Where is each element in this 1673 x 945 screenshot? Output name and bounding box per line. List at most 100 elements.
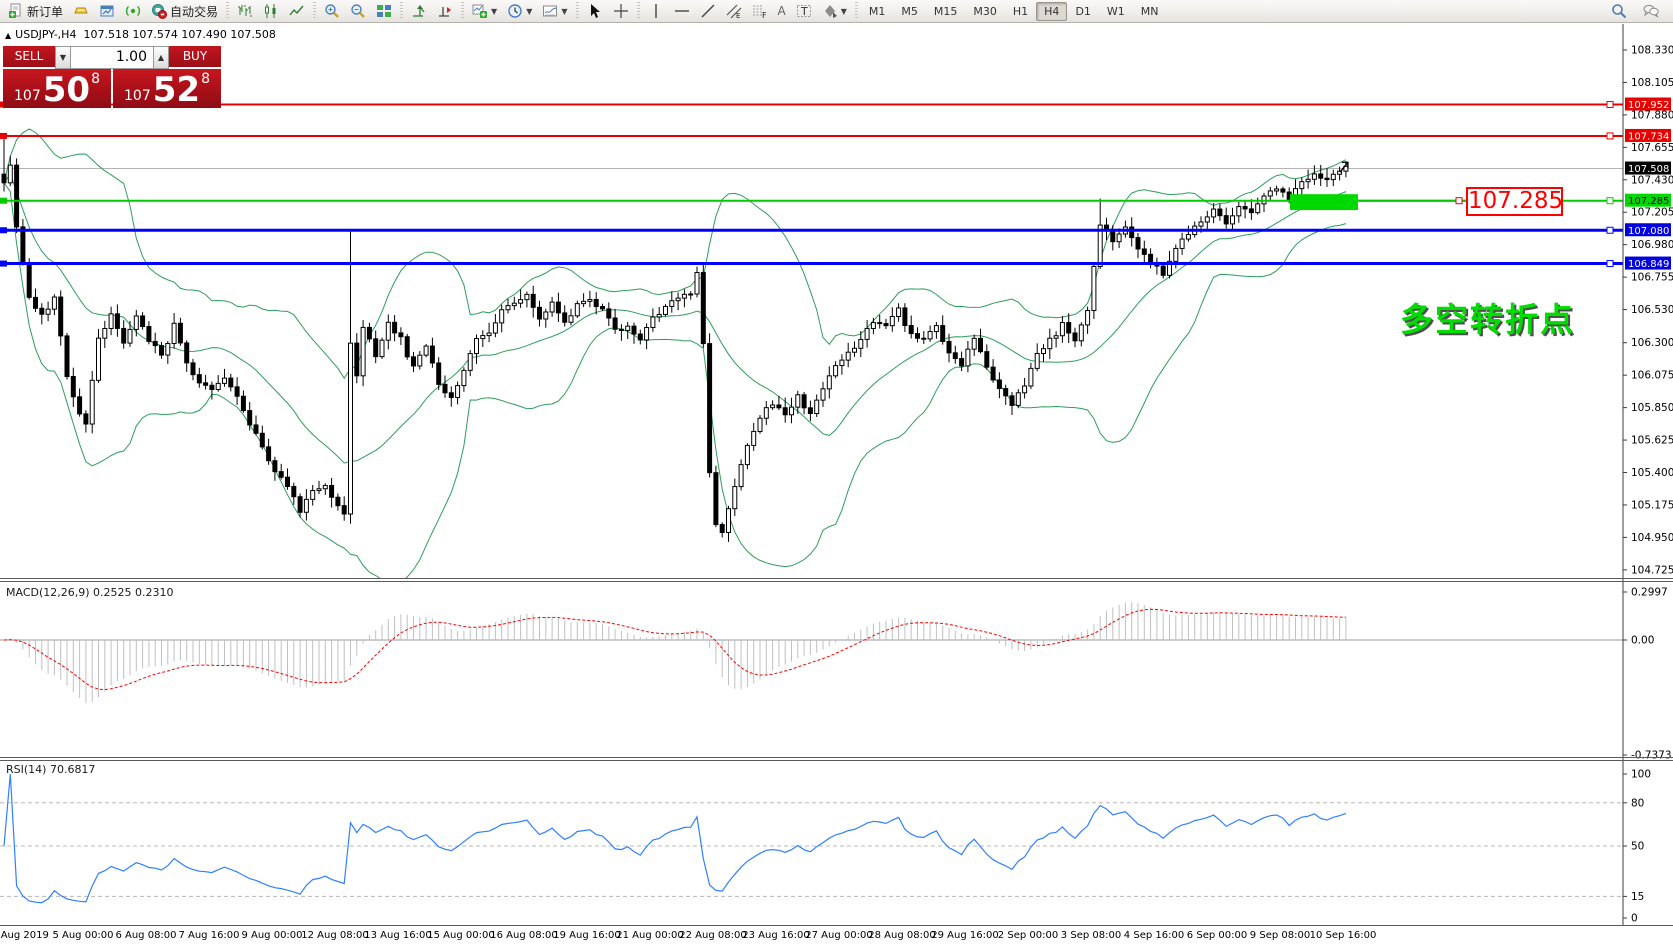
buy-button[interactable]: BUY (169, 46, 221, 69)
one-click-trading-panel: SELL ▼ 1.00 ▲ BUY 107 50 8 107 52 8 (3, 46, 221, 108)
templates-button[interactable]: ▼ (537, 1, 572, 21)
search-button[interactable] (1606, 1, 1632, 21)
time-tick-label: 1 Aug 2019 (0, 930, 49, 941)
toolbar-separator (853, 2, 859, 20)
dropdown-arrow-icon: ▼ (526, 6, 533, 16)
sell-price-big: 50 (42, 70, 91, 110)
sell-button[interactable]: SELL (3, 46, 55, 69)
svg-text:107.655: 107.655 (1631, 142, 1673, 154)
hline-handle (1606, 226, 1614, 234)
label-tool-button[interactable]: T (791, 1, 817, 21)
rsi-line (3, 773, 1347, 904)
hline-handle (0, 197, 7, 204)
zoom-out-button[interactable] (345, 1, 371, 21)
time-tick-label: 3 Sep 08:00 (1060, 930, 1122, 941)
auto-scroll-button[interactable] (406, 1, 432, 21)
sell-price[interactable]: 107 50 8 (3, 69, 111, 108)
candlestick-series (1, 137, 1349, 542)
indicators-button[interactable]: ▼ (467, 1, 502, 21)
hline-handle (0, 132, 7, 139)
signals-button[interactable] (120, 1, 146, 21)
text-tool-button[interactable]: A (773, 1, 791, 21)
candlestick-chart-button[interactable] (258, 1, 284, 21)
line-chart-button[interactable] (284, 1, 310, 21)
hline-handle (0, 260, 7, 267)
hline-handle (1606, 260, 1614, 268)
zoom-in-button[interactable] (319, 1, 345, 21)
candlestick-icon (263, 3, 279, 19)
shapes-icon (822, 3, 838, 19)
time-tick-label: 23 Aug 16:00 (742, 930, 810, 941)
time-tick-label: 16 Aug 08:00 (490, 930, 558, 941)
template-icon (542, 3, 558, 19)
time-tick-label: 2 Sep 00:00 (997, 930, 1059, 941)
chart-symbol-period: USDJPY-,H4 (15, 28, 77, 41)
market-watch-button[interactable] (94, 1, 120, 21)
tile-windows-button[interactable] (371, 1, 397, 21)
svg-text:80: 80 (1631, 797, 1644, 809)
autotrading-button[interactable]: 自动交易 (146, 1, 223, 21)
channel-tool-button[interactable]: E (721, 1, 747, 21)
highlight-zone (1290, 194, 1358, 211)
buy-price-prefix: 107 (124, 88, 151, 104)
crosshair-tool-button[interactable] (608, 1, 634, 21)
price-axis: 108.330 108.105 107.880 107.655 107.430 107.2… (1622, 24, 1673, 925)
svg-text:50: 50 (1631, 841, 1644, 853)
buy-price-big: 52 (152, 70, 201, 110)
timeframe-h1[interactable]: H1 (1012, 4, 1029, 18)
vertical-line-tool-button[interactable] (643, 1, 669, 21)
new-order-label: 新订单 (27, 4, 64, 19)
volume-increase-button[interactable]: ▲ (153, 46, 169, 69)
svg-text:105.400: 105.400 (1631, 467, 1673, 479)
timeframe-mn[interactable]: MN (1140, 4, 1159, 18)
svg-text:-0.7373: -0.7373 (1631, 750, 1672, 762)
new-order-button[interactable]: 新订单 (3, 1, 68, 21)
time-tick-label: 4 Sep 16:00 (1123, 930, 1185, 941)
arrow-marker (1339, 161, 1349, 173)
timeframe-m30[interactable]: M30 (973, 4, 997, 18)
market-watch-icon (99, 3, 115, 19)
bar-chart-button[interactable] (232, 1, 258, 21)
time-tick-label: 29 Aug 16:00 (931, 930, 999, 941)
price-callout-box[interactable]: 107.285 (1466, 187, 1564, 216)
timeframe-m1[interactable]: M1 (868, 4, 886, 18)
crosshair-icon (613, 3, 629, 19)
bollinger-middle-band (3, 172, 1347, 464)
fibonacci-tool-button[interactable]: F (747, 1, 773, 21)
new-order-icon (8, 3, 24, 19)
svg-text:0.00: 0.00 (1631, 635, 1654, 647)
shapes-tool-button[interactable]: ▼ (817, 1, 852, 21)
horizontal-line-tool-button[interactable] (669, 1, 695, 21)
svg-text:105.175: 105.175 (1631, 499, 1673, 511)
periods-button[interactable]: ▼ (502, 1, 537, 21)
collapse-triangle-icon: ▲ (5, 31, 12, 40)
timeframe-m15[interactable]: M15 (933, 4, 958, 18)
time-tick-label: 9 Sep 08:00 (1249, 930, 1311, 941)
timeframe-m5[interactable]: M5 (901, 4, 918, 18)
dropdown-arrow-icon: ▼ (840, 6, 847, 16)
gold-button[interactable] (68, 1, 94, 21)
svg-text:104.725: 104.725 (1631, 564, 1673, 576)
time-tick-label: 7 Aug 16:00 (178, 930, 240, 941)
svg-text:107.080: 107.080 (1628, 226, 1669, 237)
svg-text:106.530: 106.530 (1631, 304, 1673, 316)
trendline-tool-button[interactable] (695, 1, 721, 21)
time-tick-label: 15 Aug 00:00 (427, 930, 495, 941)
toolbar: 新订单 自动交易 (0, 0, 1673, 23)
volume-decrease-button[interactable]: ▼ (55, 46, 71, 69)
cursor-tool-button[interactable] (582, 1, 608, 21)
volume-input[interactable]: 1.00 (71, 46, 153, 69)
hline-handle (1606, 197, 1614, 205)
tile-windows-icon (376, 3, 392, 19)
chat-button[interactable] (1638, 1, 1664, 21)
bollinger-lower-band (3, 182, 1347, 578)
timeframe-d1[interactable]: D1 (1075, 4, 1091, 18)
chart-shift-button[interactable] (432, 1, 458, 21)
timeframe-w1[interactable]: W1 (1106, 4, 1125, 18)
timeframe-h4[interactable]: H4 (1036, 1, 1068, 21)
toolbar-separator (225, 2, 231, 20)
time-tick-label: 28 Aug 08:00 (868, 930, 936, 941)
buy-price[interactable]: 107 52 8 (113, 69, 221, 108)
auto-scroll-icon (411, 3, 427, 19)
